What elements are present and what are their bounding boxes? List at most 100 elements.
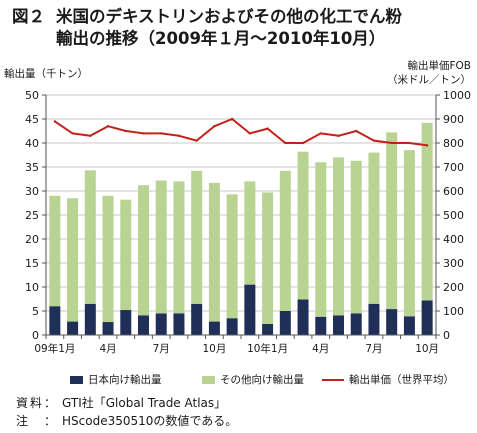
bar-other-1 <box>67 198 79 322</box>
x-tick-label-0: 09年1月 <box>34 342 75 355</box>
bar-other-18 <box>368 152 380 304</box>
bar-other-8 <box>191 170 203 304</box>
bar-japan-0 <box>49 306 61 335</box>
bar-japan-14 <box>297 299 309 335</box>
bar-other-7 <box>173 181 185 314</box>
bar-other-0 <box>49 195 61 307</box>
bar-japan-9 <box>208 321 220 335</box>
right-axis-label-line2: （米ドル／トン） <box>387 74 471 86</box>
y-tick-label-5: 25 <box>25 209 39 222</box>
figure-title: 図２ 米国のデキストリンおよびその他の化工でん粉 輸出の推移（2009年１月～20… <box>12 6 472 50</box>
bar-other-5 <box>138 185 149 316</box>
note-source: 資料： GTI社「Global Trade Atlas」 <box>16 394 237 412</box>
bar-japan-12 <box>262 323 274 335</box>
y2-tick-label-8: 800 <box>443 137 464 150</box>
y-tick-label-8: 40 <box>25 137 39 150</box>
legend-label-price: 輸出単価（世界平均） <box>349 374 454 386</box>
y-tick-label-9: 45 <box>25 113 39 126</box>
bar-other-15 <box>315 162 327 317</box>
bar-other-9 <box>208 182 220 322</box>
x-tick-label-1: 4月 <box>99 343 116 355</box>
x-tick-label-6: 7月 <box>365 343 382 355</box>
legend-swatch-other <box>202 375 215 384</box>
bar-other-16 <box>333 157 344 316</box>
bar-japan-7 <box>173 313 185 335</box>
bar-japan-5 <box>138 315 149 335</box>
y-tick-label-6: 30 <box>25 185 39 198</box>
bar-japan-11 <box>244 284 256 335</box>
price-point-9 <box>213 125 216 128</box>
y2-tick-label-7: 700 <box>443 161 464 174</box>
legend-label-other: その他向け輸出量 <box>220 374 304 386</box>
x-tick-label-3: 10月 <box>202 343 226 355</box>
notes: 資料： GTI社「Global Trade Atlas」 注 ： HScode3… <box>16 394 237 430</box>
price-point-16 <box>337 134 340 137</box>
bar-japan-18 <box>368 303 380 335</box>
bar-other-13 <box>279 170 291 311</box>
bar-other-20 <box>403 150 415 317</box>
bar-other-6 <box>155 180 167 314</box>
bar-other-4 <box>120 199 132 311</box>
legend-item-japan: 日本向け輸出量 <box>70 372 162 387</box>
y2-tick-label-0: 0 <box>443 329 450 342</box>
bar-japan-20 <box>403 316 415 335</box>
price-point-18 <box>372 139 376 142</box>
price-point-12 <box>266 127 269 130</box>
note-source-label: 資料： <box>16 396 59 410</box>
price-point-13 <box>284 141 287 145</box>
bar-other-3 <box>102 195 114 323</box>
x-tick-label-7: 10月 <box>415 343 439 355</box>
left-axis-label: 輸出量（千トン） <box>4 68 88 80</box>
price-point-20 <box>408 141 411 145</box>
legend-swatch-japan <box>70 375 83 384</box>
price-point-15 <box>319 132 322 135</box>
price-point-1 <box>71 132 74 135</box>
price-point-3 <box>106 125 110 128</box>
bar-other-2 <box>84 170 96 304</box>
figure-title-line1: 米国のデキストリンおよびその他の化工でん粉 <box>56 7 403 26</box>
bar-japan-17 <box>350 313 362 335</box>
bar-other-10 <box>226 194 238 319</box>
bar-japan-3 <box>102 322 114 335</box>
y-tick-label-3: 15 <box>25 257 39 270</box>
y2-tick-label-2: 200 <box>443 281 464 294</box>
x-tick-label-5: 4月 <box>312 343 329 355</box>
y-tick-label-0: 0 <box>32 329 39 342</box>
y2-tick-label-5: 500 <box>443 209 464 222</box>
bar-other-17 <box>350 160 362 314</box>
x-tick-label-2: 7月 <box>153 343 170 355</box>
price-point-17 <box>355 129 358 133</box>
bar-japan-8 <box>191 303 203 335</box>
price-point-7 <box>177 134 181 137</box>
x-tick-label-4: 10年1月 <box>247 342 288 355</box>
legend-swatch-price <box>322 378 344 381</box>
price-point-2 <box>89 134 92 137</box>
y-tick-label-7: 35 <box>25 161 39 174</box>
y2-tick-label-10: 1000 <box>443 89 471 102</box>
price-point-5 <box>142 132 145 135</box>
bar-japan-4 <box>120 310 132 335</box>
price-point-14 <box>301 141 305 145</box>
bar-japan-15 <box>315 316 327 335</box>
bar-japan-16 <box>333 315 344 335</box>
legend-item-price: 輸出単価（世界平均） <box>322 372 454 387</box>
bar-other-14 <box>297 151 309 300</box>
figure-number: 図２ <box>12 7 45 26</box>
y-tick-label-1: 5 <box>32 305 39 318</box>
legend-label-japan: 日本向け輸出量 <box>88 374 162 386</box>
bar-japan-21 <box>421 300 433 335</box>
bar-japan-1 <box>67 321 79 335</box>
y2-tick-label-6: 600 <box>443 185 464 198</box>
bar-japan-13 <box>279 311 291 335</box>
y-tick-label-4: 20 <box>25 233 39 246</box>
bar-japan-2 <box>84 303 96 335</box>
bar-other-21 <box>421 122 433 301</box>
y-tick-label-10: 50 <box>25 89 39 102</box>
price-point-10 <box>230 117 234 121</box>
bar-other-11 <box>244 181 256 285</box>
y2-tick-label-9: 900 <box>443 113 464 126</box>
price-point-11 <box>248 132 252 135</box>
bar-japan-6 <box>155 313 167 335</box>
bar-other-19 <box>386 132 398 310</box>
bar-other-12 <box>262 192 274 324</box>
